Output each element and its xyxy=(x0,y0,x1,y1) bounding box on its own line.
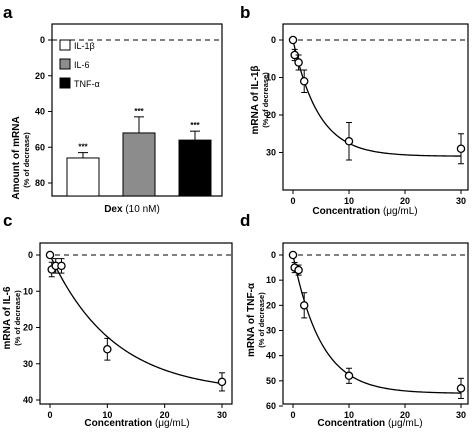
panel-b-point-3 xyxy=(299,77,309,86)
panel-c-ylabel-sub: (% of decrease) xyxy=(13,290,22,346)
panel-d-point-0 xyxy=(288,250,298,260)
panel-d-point-4 xyxy=(344,371,354,381)
panel-a-sig-0: *** xyxy=(78,143,88,152)
panel-a-legend-swatch-1 xyxy=(59,58,71,70)
panel-a-ytick-label-1: 20 xyxy=(35,71,45,81)
panel-b-frame xyxy=(282,23,469,191)
panel-c-point-4 xyxy=(103,344,112,354)
panel-letter-d: d xyxy=(240,211,250,230)
panel-b-point-5 xyxy=(456,144,466,153)
panel-a-ytick-label-3: 60 xyxy=(35,142,45,152)
panel-a-bar-2 xyxy=(178,139,212,197)
panel-a-bar-chart: Amount of mRNA (% of decrease) Dex (10 n… xyxy=(11,23,223,215)
panel-b-ytick-label-1: 10 xyxy=(266,73,276,83)
panel-a-legend-label-1: IL-6 xyxy=(74,60,90,70)
panel-b-plot-area: 0 10 20 30 0 10 20 30 xyxy=(266,23,469,206)
panel-a-legend: IL-1β IL-6 TNF-α xyxy=(59,39,100,89)
panel-d-ytick-label-6: 60 xyxy=(266,401,276,411)
panel-b-ytick-label-0: 0 xyxy=(271,35,276,45)
panel-c-point-3 xyxy=(57,261,66,271)
panel-b-ytick-label-2: 20 xyxy=(266,110,276,120)
panel-a-sig-1: *** xyxy=(134,107,144,116)
panel-b-point-2 xyxy=(294,58,303,67)
panel-a-sig-2: *** xyxy=(190,121,200,130)
panel-c-xlabel-rest: (μg/mL) xyxy=(152,418,189,429)
panel-a-legend-label-0: IL-1β xyxy=(74,41,95,51)
panel-d-frame xyxy=(282,242,469,405)
panel-a-xlabel-rest: (10 nM) xyxy=(123,204,160,215)
panel-b-xtick-label-1: 10 xyxy=(344,196,354,206)
panel-c-xlabel-bold: Concentration xyxy=(84,418,152,429)
panel-a-ytick-label-4: 80 xyxy=(35,178,45,188)
panel-b-point-0 xyxy=(288,35,298,45)
panel-b-scatter: mRNA of IL-1β (% of decrease) Concentrat… xyxy=(250,23,469,217)
panel-letter-b: b xyxy=(240,3,250,22)
panel-a-xlabel: Dex (10 nM) xyxy=(104,204,160,215)
panel-d-xtick-label-0: 0 xyxy=(290,410,295,420)
panel-b-xlabel: Concentration (μg/mL) xyxy=(312,206,417,217)
panel-d-ylabel: mRNA of TNF-α xyxy=(246,282,257,357)
panel-d-fit-curve xyxy=(292,254,462,394)
panel-letter-a: a xyxy=(3,3,13,22)
panel-a-ytick-label-0: 0 xyxy=(40,35,45,45)
panel-d-ytick-label-5: 50 xyxy=(266,376,276,386)
panel-c-scatter: mRNA of IL-6 (% of decrease) Concentrati… xyxy=(2,242,233,429)
panel-d-ytick-label-2: 20 xyxy=(266,300,276,310)
panel-c-xtick-label-0: 0 xyxy=(47,410,52,420)
panel-c-point-5 xyxy=(217,377,227,387)
panel-c-point-0 xyxy=(45,250,55,260)
panel-d-ytick-label-0: 0 xyxy=(271,250,276,260)
panel-c-ytick-label-1: 10 xyxy=(23,286,33,296)
panel-a-bar-0 xyxy=(66,157,100,197)
panel-a-ytick-label-2: 40 xyxy=(35,107,45,117)
panel-d-xlabel-rest: (μg/mL) xyxy=(385,418,422,429)
panel-d-ytick-label-4: 40 xyxy=(266,351,276,361)
panel-d-point-3 xyxy=(299,301,309,310)
panel-c-xtick-label-2: 20 xyxy=(160,410,170,420)
panel-c-ylabel: mRNA of IL-6 xyxy=(2,286,13,349)
panel-a-legend-label-2: TNF-α xyxy=(74,79,100,89)
panel-d-xtick-label-1: 10 xyxy=(344,410,354,420)
panel-c-ytick-label-2: 20 xyxy=(23,323,33,333)
panel-b-ylabel-sub: (% of decrease) xyxy=(261,72,270,128)
panel-d-point-2 xyxy=(294,265,303,275)
panel-d-ytick-label-3: 30 xyxy=(266,326,276,336)
panel-b-fit-curve xyxy=(292,39,462,157)
panel-d-xlabel-bold: Concentration xyxy=(317,418,385,429)
panel-a-ylabel: Amount of mRNA xyxy=(11,116,22,199)
panel-b-xtick-label-0: 0 xyxy=(290,196,295,206)
panel-b-point-4 xyxy=(344,136,354,146)
panel-c-xtick-label-1: 10 xyxy=(102,410,112,420)
panel-a-ylabel-sub: (% of decrease) xyxy=(22,132,31,188)
panel-a-bars: *** *** *** xyxy=(66,107,212,197)
panel-b-xtick-label-2: 20 xyxy=(400,196,410,206)
panel-c-frame xyxy=(39,242,233,405)
panel-c-fit-curve xyxy=(49,254,223,385)
panel-a-xlabel-bold: Dex xyxy=(104,204,123,215)
panel-c-xtick-label-3: 30 xyxy=(217,410,227,420)
panel-c-ytick-label-4: 40 xyxy=(23,395,33,405)
panel-d-xlabel: Concentration (μg/mL) xyxy=(317,418,422,429)
panel-c-plot-area: 0 10 20 30 40 0 10 20 30 xyxy=(23,242,233,420)
panel-a-bar-1 xyxy=(122,132,156,197)
panel-a-legend-swatch-0 xyxy=(59,39,71,51)
panel-letter-c: c xyxy=(3,211,12,230)
panel-b-ytick-label-3: 30 xyxy=(266,148,276,158)
panel-a-legend-swatch-2 xyxy=(59,77,71,89)
panel-d-scatter: mRNA of TNF-α (% of decrease) Concentrat… xyxy=(246,242,469,429)
panel-d-xtick-label-2: 20 xyxy=(400,410,410,420)
panel-d-xtick-label-3: 30 xyxy=(456,410,466,420)
panel-b-ylabel: mRNA of IL-1β xyxy=(250,65,261,134)
panel-c-ytick-label-3: 30 xyxy=(23,359,33,369)
panel-d-ylabel-sub: (% of decrease) xyxy=(257,292,266,348)
panel-d-ytick-label-1: 10 xyxy=(266,275,276,285)
panel-d-plot-area: 0 10 20 30 40 50 60 0 10 20 30 xyxy=(266,242,469,420)
panel-c-ytick-label-0: 0 xyxy=(28,250,33,260)
panel-b-xlabel-rest: (μg/mL) xyxy=(380,206,417,217)
panel-d-point-5 xyxy=(456,384,466,393)
panel-b-xtick-label-3: 30 xyxy=(456,196,466,206)
panel-b-xlabel-bold: Concentration xyxy=(312,206,380,217)
panel-c-xlabel: Concentration (μg/mL) xyxy=(84,418,189,429)
